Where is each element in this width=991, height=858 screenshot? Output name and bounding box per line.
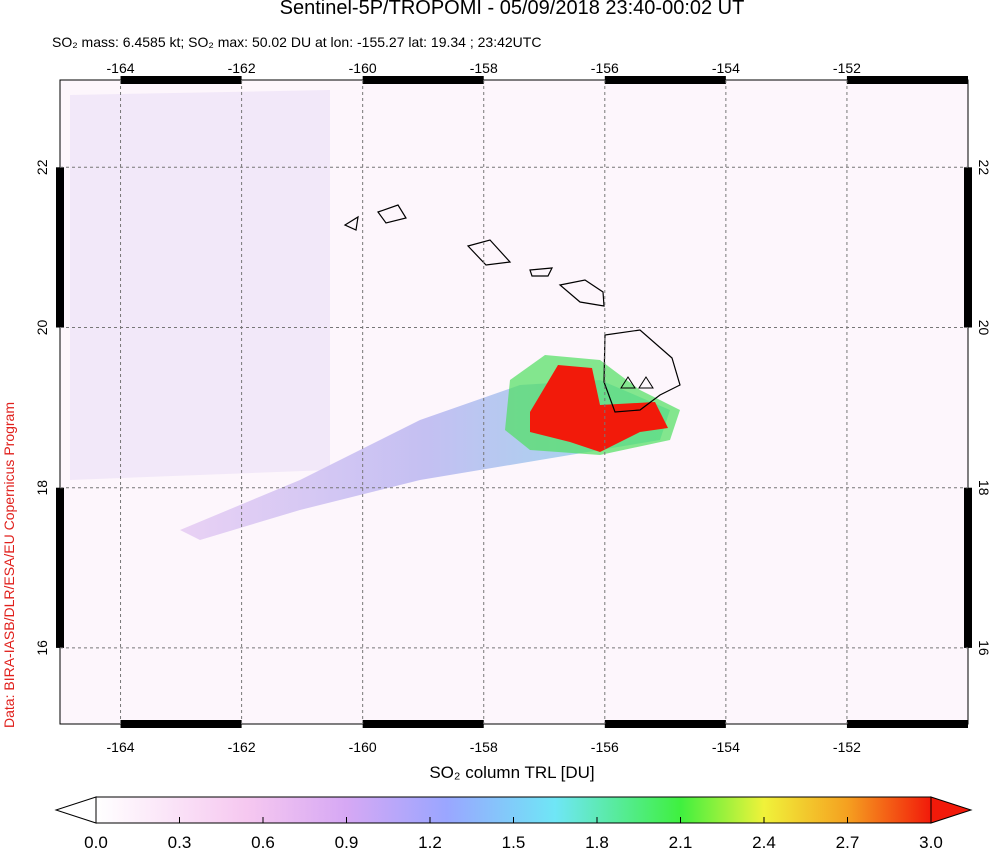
colorbar-tick-label: 1.5 (502, 833, 526, 852)
y-tick-label: 18 (976, 480, 991, 496)
x-tick-label: -158 (470, 739, 498, 755)
colorbar-label: SO₂ column TRL [DU] (429, 763, 594, 782)
subtitle: SO₂ mass: 6.4585 kt; SO₂ max: 50.02 DU a… (52, 34, 541, 50)
x-tick-label: -156 (591, 739, 619, 755)
x-tick-label: -158 (470, 60, 498, 76)
x-tick-label: -160 (349, 60, 377, 76)
map (59, 79, 969, 725)
frame-bar (56, 487, 64, 648)
colorbar-over (930, 796, 973, 824)
colorbar-tick-label: 2.1 (669, 833, 693, 852)
y-tick-label: 20 (34, 320, 50, 336)
colorbar-tick-label: 2.7 (836, 833, 860, 852)
x-tick-label: -154 (712, 739, 740, 755)
frame-bar (604, 76, 726, 84)
y-tick-label: 22 (976, 160, 991, 176)
x-tick-label: -164 (107, 60, 135, 76)
y-tick-label: 22 (34, 159, 50, 175)
x-tick-label: -154 (712, 60, 740, 76)
x-tick-label: -162 (228, 60, 256, 76)
y-tick-label: 16 (34, 640, 50, 656)
x-tick-label: -152 (833, 739, 861, 755)
frame-bar (56, 167, 64, 328)
colorbar-tick-label: 0.6 (251, 833, 275, 852)
colorbar-tick-label: 2.4 (752, 833, 776, 852)
colorbar-tick-label: 1.8 (585, 833, 609, 852)
x-tick-label: -160 (349, 739, 377, 755)
y-tick-label: 18 (34, 480, 50, 496)
frame-bar (846, 720, 968, 728)
frame-bar (846, 76, 968, 84)
plume-max (530, 365, 668, 452)
colorbar-tick-label: 1.2 (418, 833, 442, 852)
colorbar-tick-label: 3.0 (919, 833, 943, 852)
colorbar-tick-label: 0.9 (335, 833, 359, 852)
x-tick-label: -152 (833, 60, 861, 76)
x-tick-label: -164 (107, 739, 135, 755)
colorbar-tick-label: 0.0 (84, 833, 108, 852)
frame-bar (964, 167, 972, 328)
noise-area (70, 90, 330, 480)
volcano-marker (620, 376, 636, 389)
coastlines (343, 204, 681, 413)
frame-bar (120, 720, 242, 728)
frame-bar (362, 76, 484, 84)
colorbar-under (54, 796, 97, 824)
y-tick-label: 20 (976, 320, 991, 336)
x-tick-label: -156 (591, 60, 619, 76)
frame-bar (120, 76, 242, 84)
frame-bar (362, 720, 484, 728)
credit: Data: BIRA-IASB/DLR/ESA/EU Copernicus Pr… (1, 402, 17, 728)
map-frame (59, 79, 969, 725)
colorbar-tick-label: 0.3 (168, 833, 192, 852)
title: Sentinel-5P/TROPOMI - 05/09/2018 23:40-0… (280, 0, 745, 19)
x-tick-label: -162 (228, 739, 256, 755)
frame-bar (964, 487, 972, 648)
frame-bar (604, 720, 726, 728)
volcano-marker (638, 376, 654, 389)
y-tick-label: 16 (976, 640, 991, 656)
